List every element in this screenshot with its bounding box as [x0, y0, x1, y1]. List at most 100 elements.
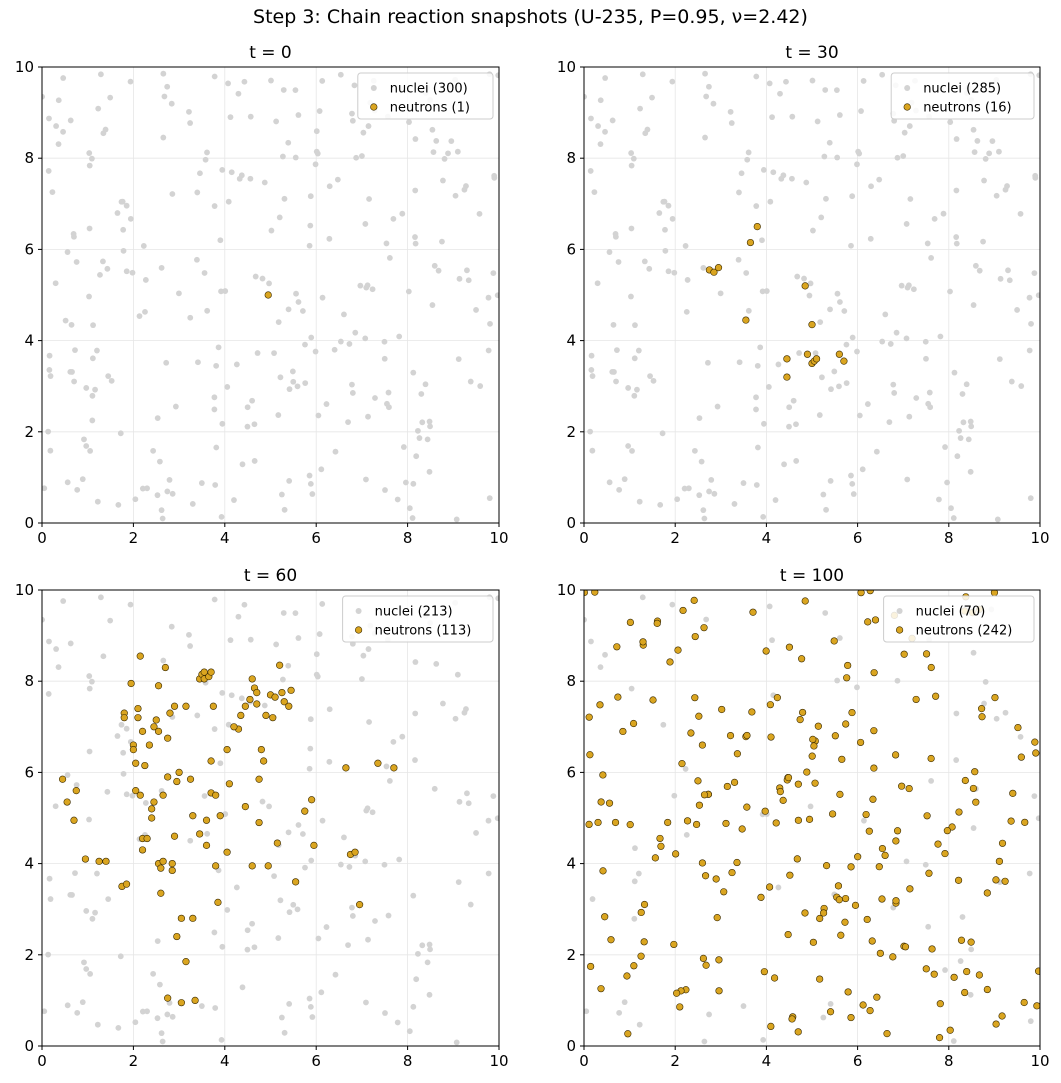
- neutron-point: [829, 810, 837, 818]
- nucleus-point: [467, 901, 474, 908]
- nucleus-point: [951, 369, 958, 376]
- nucleus-point: [410, 369, 417, 376]
- nucleus-point: [285, 829, 292, 836]
- neutron-point: [690, 596, 698, 604]
- neutron-point: [803, 768, 811, 776]
- neutron-point: [164, 734, 172, 742]
- nucleus-point: [100, 653, 107, 660]
- neutron-point: [134, 704, 142, 713]
- nucleus-point: [315, 935, 322, 942]
- neutron-point: [129, 745, 137, 754]
- nucleus-point: [997, 275, 1004, 282]
- nucleus-point: [383, 763, 390, 770]
- nucleus-point: [820, 1014, 827, 1021]
- nucleus-point: [1006, 277, 1013, 284]
- nucleus-point: [318, 989, 325, 996]
- neutron-point: [1021, 818, 1029, 826]
- nucleus-point: [684, 277, 691, 283]
- x-tick-label: 4: [220, 529, 230, 547]
- neutron-point: [159, 857, 167, 865]
- x-tick-label: 2: [129, 1052, 139, 1070]
- neutron-point: [753, 223, 761, 231]
- nucleus-point: [97, 271, 103, 278]
- nucleus-point: [942, 967, 948, 973]
- y-tick-label: 10: [15, 58, 34, 76]
- neutron-point: [695, 712, 703, 720]
- nucleus-point: [86, 816, 92, 823]
- nucleus-point: [628, 225, 635, 232]
- nucleus-point: [67, 117, 74, 124]
- neutron-point: [70, 816, 78, 824]
- neutron-point: [699, 954, 708, 963]
- nucleus-point: [796, 350, 803, 356]
- nucleus-point: [64, 249, 71, 255]
- neutron-point: [196, 830, 204, 838]
- nucleus-point: [744, 156, 751, 163]
- nucleus-point: [628, 162, 635, 169]
- nucleus-point: [83, 443, 90, 449]
- neutron-point: [995, 857, 1004, 865]
- legend: nuclei (213) neutrons (113): [342, 595, 494, 643]
- nucleus-point: [594, 280, 601, 287]
- neutron-point: [983, 985, 991, 994]
- nucleus-point: [83, 966, 90, 972]
- neutron-point: [594, 818, 602, 827]
- nucleus-point: [337, 71, 344, 78]
- nucleus-point: [97, 594, 104, 601]
- nucleus-point: [646, 265, 653, 272]
- neutron-point: [285, 702, 293, 710]
- nucleus-point: [227, 114, 234, 121]
- nucleus-point: [67, 368, 74, 375]
- nucleus-point: [485, 347, 492, 354]
- nucleus-point: [299, 831, 306, 837]
- neutron-point: [599, 771, 607, 779]
- neutron-point: [961, 776, 969, 785]
- legend-box: [883, 595, 1035, 643]
- nucleus-point: [650, 377, 657, 384]
- neutron-point: [138, 846, 147, 854]
- neutron-point: [177, 999, 185, 1007]
- nucleus-point: [967, 991, 974, 998]
- neutron-point: [992, 876, 1000, 884]
- nucleus-point: [81, 959, 87, 966]
- nucleus-point: [753, 482, 760, 488]
- axes-frame: [41, 589, 500, 1047]
- nucleus-point: [117, 953, 124, 960]
- neutron-point: [1032, 749, 1040, 757]
- nucleus-point: [363, 476, 369, 483]
- nucleus-point: [366, 196, 372, 202]
- nucleus-point: [158, 264, 165, 271]
- neutron-point: [770, 974, 779, 982]
- neutron-point: [225, 780, 233, 788]
- nucleus-point: [337, 338, 344, 345]
- nucleus-point: [602, 75, 609, 81]
- neutron-point: [738, 825, 746, 833]
- neutron-point: [712, 875, 720, 883]
- neutron-point: [805, 815, 814, 823]
- legend-label: neutrons (16): [923, 101, 1011, 116]
- nucleus-point: [669, 601, 676, 608]
- nucleus-point: [357, 282, 364, 289]
- legend-label: neutrons (1): [390, 101, 470, 116]
- nucleus-point: [390, 215, 397, 222]
- neutron-point: [1014, 723, 1022, 732]
- nucleus-point: [491, 172, 498, 179]
- neutron-point: [843, 674, 851, 682]
- neutron-point: [783, 373, 791, 381]
- nucleus-point: [632, 322, 638, 329]
- nucleus-point: [159, 1038, 166, 1045]
- nucleus-point: [982, 679, 989, 685]
- nucleus-point: [754, 444, 761, 451]
- nucleus-point: [52, 803, 59, 810]
- nucleus-point: [615, 259, 622, 265]
- nucleus-point: [53, 123, 60, 129]
- nucleus-point: [316, 108, 323, 114]
- nucleus-point: [381, 861, 388, 868]
- nucleus-point: [295, 822, 302, 828]
- neutron-point: [264, 862, 272, 870]
- neutron-point: [640, 938, 648, 946]
- nucleus-point: [55, 97, 62, 104]
- nucleus-point: [431, 785, 438, 792]
- neutron-point: [963, 967, 971, 976]
- subplot-1: 0 2 4 6 8 10 0 2 4 6 8 10 t = 0 nuclei (300) neutrons …: [15, 43, 509, 547]
